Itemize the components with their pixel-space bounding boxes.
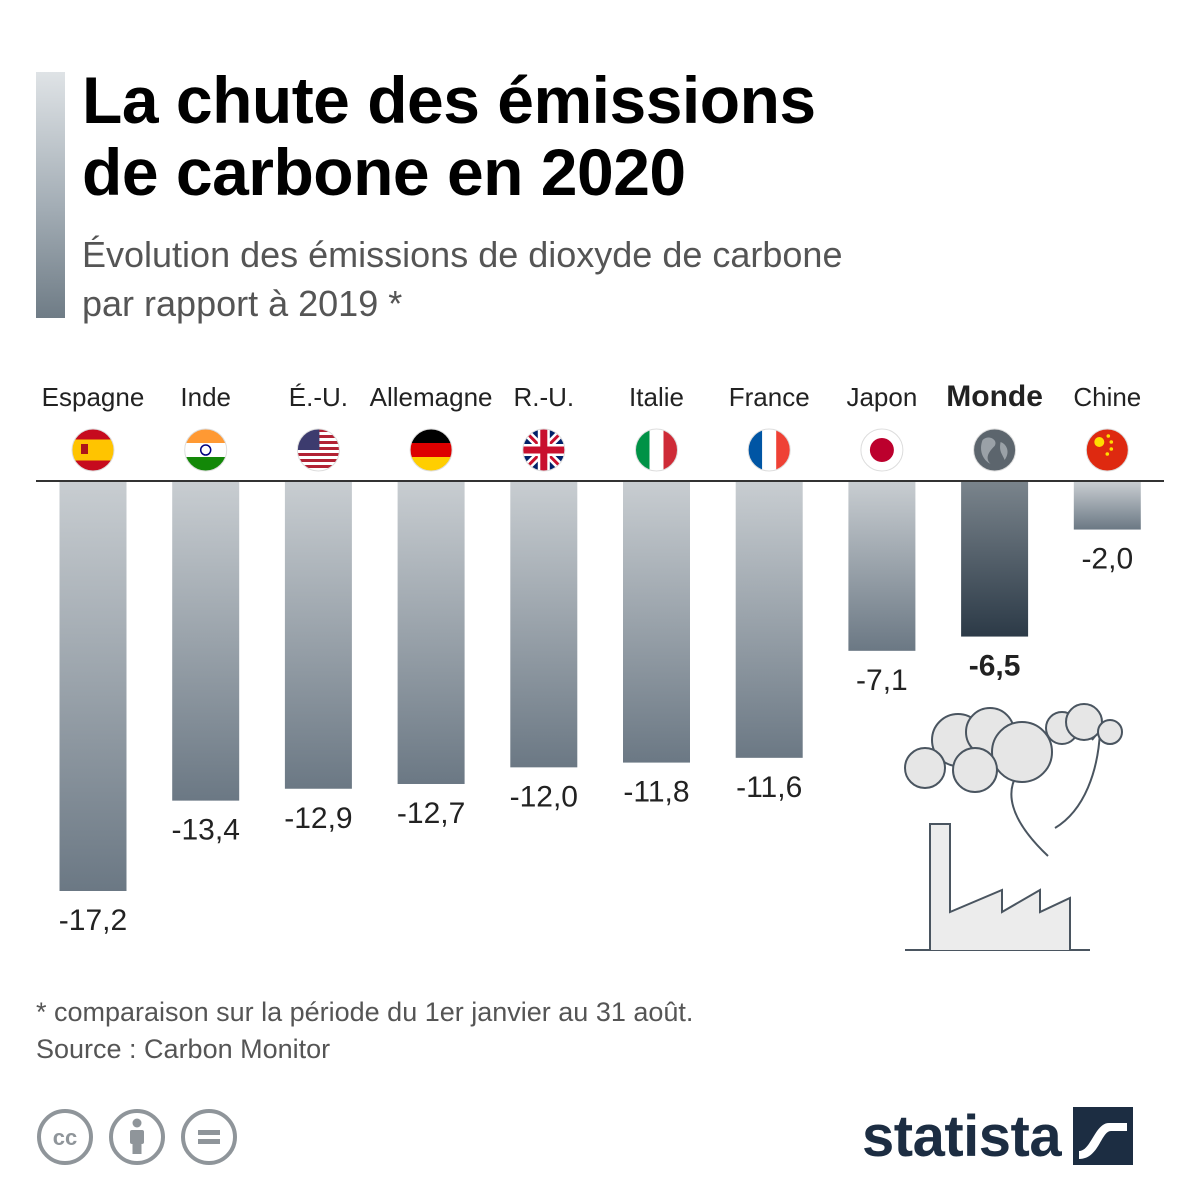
bar-2	[284, 482, 352, 789]
statista-wordmark: statista	[862, 1103, 1062, 1169]
bar-8	[961, 482, 1029, 637]
category-label-5: Italie	[629, 382, 684, 412]
title-line-1: La chute des émissions	[82, 63, 816, 137]
uk-flag-icon	[522, 428, 566, 472]
value-label-2: -12,9	[284, 802, 352, 835]
title-accent-bar	[36, 72, 65, 318]
category-label-2: É.-U.	[289, 382, 348, 412]
value-label-0: -17,2	[59, 904, 127, 937]
footnote-text: * comparaison sur la période du 1er janv…	[36, 997, 694, 1027]
value-label-8: -6,5	[969, 650, 1021, 683]
category-label-6: France	[729, 382, 810, 412]
no-derivatives-icon[interactable]	[180, 1108, 238, 1166]
category-label-0: Espagne	[42, 382, 145, 412]
page-title: La chute des émissions de carbone en 202…	[82, 64, 816, 208]
value-label-3: -12,7	[397, 797, 465, 830]
source-text: Source : Carbon Monitor	[36, 1034, 331, 1064]
statista-logo-icon	[1073, 1107, 1134, 1165]
category-label-3: Allemagne	[370, 382, 493, 412]
bar-3	[397, 482, 465, 784]
title-line-2: de carbone en 2020	[82, 135, 686, 209]
india-flag-icon	[184, 428, 228, 472]
category-labels: Espagne Inde É.-U. Allemagne R.-U. Italie Fran…	[42, 380, 1142, 413]
bar-5	[623, 482, 690, 763]
emissions-bar-chart: Espagne Inde É.-U. Allemagne R.-U. Italie Fran…	[36, 380, 1164, 951]
category-label-7: Japon	[846, 382, 917, 412]
bar-9	[1073, 482, 1141, 530]
value-label-7: -7,1	[856, 664, 908, 697]
value-label-5: -11,8	[623, 776, 689, 809]
subtitle: Évolution des émissions de dioxyde de ca…	[82, 230, 842, 328]
bar-0	[59, 482, 127, 891]
italy-flag-icon	[635, 428, 678, 472]
value-label-6: -11,6	[736, 771, 802, 804]
france-flag-icon	[747, 428, 791, 472]
bar-1	[172, 482, 240, 801]
category-label-9: Chine	[1073, 382, 1141, 412]
creative-commons-icon[interactable]: cc	[36, 1108, 94, 1166]
bar-4	[510, 482, 578, 768]
japan-flag-icon	[860, 428, 904, 472]
germany-flag-icon	[409, 428, 453, 472]
value-labels: -17,2 -13,4 -12,9 -12,7 -12,0 -11,8 -11,6 -7,1 -…	[59, 543, 1133, 937]
usa-flag-icon	[296, 428, 340, 472]
statista-brand[interactable]: statista	[862, 1096, 1134, 1176]
subtitle-line-2: par rapport à 2019 *	[82, 283, 403, 324]
bar-7	[848, 482, 916, 651]
bars	[59, 482, 1141, 891]
value-label-4: -12,0	[510, 780, 578, 813]
subtitle-line-1: Évolution des émissions de dioxyde de ca…	[82, 234, 843, 275]
svg-text:cc: cc	[53, 1125, 77, 1150]
factory-smoke-illustration	[904, 703, 1123, 951]
bar-6	[735, 482, 803, 758]
china-flag-icon	[1085, 428, 1129, 472]
globe-icon	[973, 428, 1017, 472]
category-label-1: Inde	[180, 382, 231, 412]
category-label-8: Monde	[946, 380, 1043, 413]
footnote-block: * comparaison sur la période du 1er janv…	[36, 994, 693, 1068]
value-label-9: -2,0	[1081, 543, 1133, 576]
attribution-icon[interactable]	[108, 1108, 166, 1166]
value-label-1: -13,4	[172, 814, 240, 847]
category-label-4: R.-U.	[513, 382, 574, 412]
spain-flag-icon	[71, 428, 115, 472]
flags	[71, 428, 1129, 472]
